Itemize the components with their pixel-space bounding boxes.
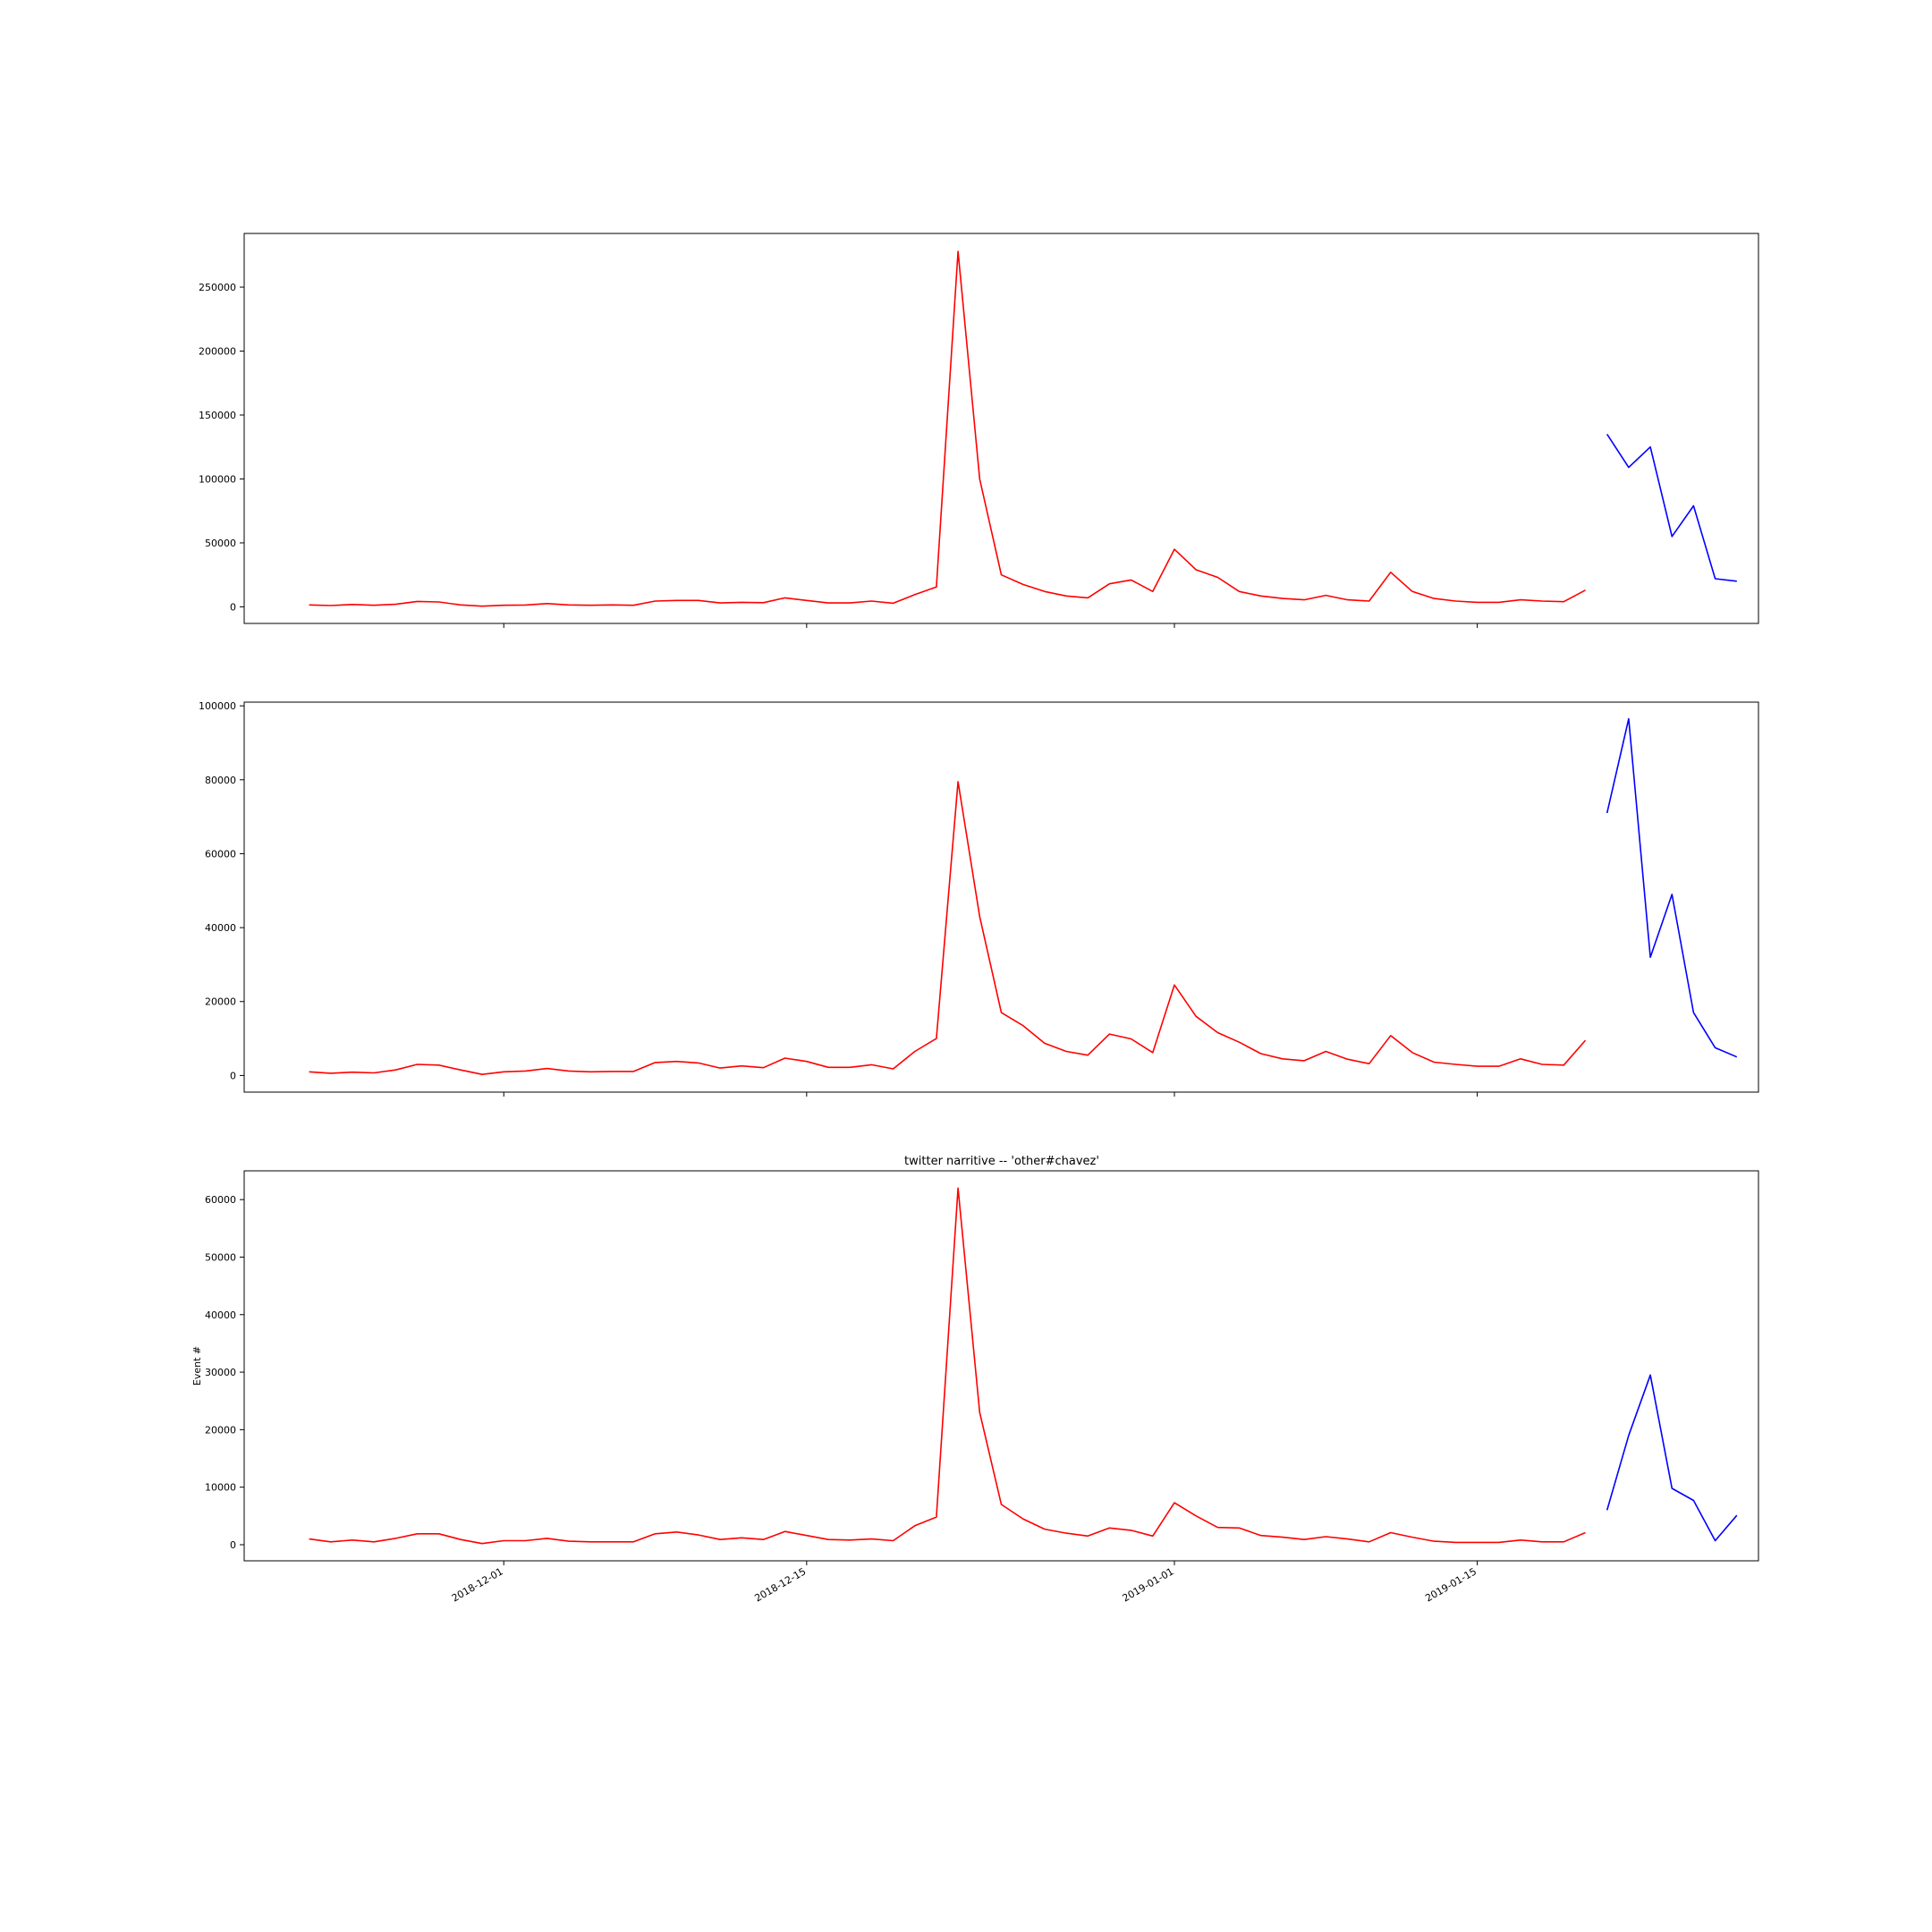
- y-tick-label: 200000: [199, 346, 236, 358]
- y-tick-label: 0: [230, 1070, 236, 1081]
- subplot-top: 0 50000 100000 150000 200000 250000: [199, 233, 1759, 628]
- series-line-red: [309, 250, 1586, 607]
- series-line-blue: [1606, 433, 1737, 582]
- axes-frame: [243, 233, 1759, 624]
- y-tick-label: 20000: [205, 1424, 236, 1436]
- y-tick-label: 0: [230, 601, 236, 613]
- y-tick-label: 0: [230, 1539, 236, 1551]
- y-tick-label: 40000: [205, 922, 236, 934]
- y-tick-label: 50000: [205, 538, 236, 549]
- y-tick-label: 250000: [199, 282, 236, 293]
- y-tick-label: 80000: [205, 775, 236, 786]
- subplot-middle: 0 20000 40000 60000 80000 100000: [199, 700, 1759, 1097]
- y-tick-label: 20000: [205, 996, 236, 1008]
- y-tick-label: 100000: [199, 700, 236, 712]
- y-tick-label: 150000: [199, 410, 236, 421]
- series-line-blue: [1606, 1374, 1738, 1542]
- y-tick-label: 50000: [205, 1251, 236, 1263]
- y-tick-label: 40000: [205, 1309, 236, 1321]
- series-line-red: [309, 781, 1587, 1075]
- y-tick-label: 100000: [199, 473, 236, 485]
- y-tick-label: 60000: [205, 1194, 236, 1206]
- y-tick-label: 60000: [205, 848, 236, 860]
- axes-frame: [243, 1170, 1759, 1562]
- y-tick-label: 10000: [205, 1482, 236, 1494]
- subplot-title: twitter narritive -- 'other#chavez': [904, 1155, 1099, 1168]
- y-tick-label: 30000: [205, 1367, 236, 1378]
- axes-frame: [243, 701, 1759, 1093]
- y-axis-label: Event #: [191, 1346, 203, 1385]
- series-line-red: [309, 1187, 1586, 1545]
- series-line-blue: [1606, 717, 1738, 1058]
